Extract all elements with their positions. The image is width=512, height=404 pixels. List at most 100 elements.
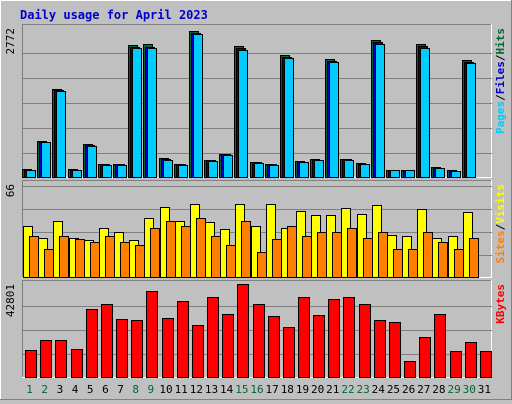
bar-kbytes-day-17 [268,316,280,378]
bar-kbytes-day-20 [313,315,325,378]
bar-pages-day-12 [193,34,203,178]
bar-kbytes-day-9 [146,291,158,378]
bar-pages-day-2 [41,142,51,178]
bar-sites-day-22 [347,228,357,278]
bar-sites-day-25 [393,249,403,278]
bar-sites-day-21 [332,232,342,278]
bar-kbytes-day-2 [40,340,52,378]
day-label-29: 29 [447,383,460,396]
bar-pages-day-10 [163,160,173,178]
bar-pages-day-8 [132,48,142,178]
bar-sites-day-16 [257,252,267,278]
bar-pages-day-17 [269,165,279,178]
day-label-11: 11 [175,383,188,396]
bar-pages-day-13 [208,161,218,178]
day-label-31: 31 [478,383,491,396]
day-label-18: 18 [281,383,294,396]
day-label-27: 27 [417,383,430,396]
bar-pages-day-16 [254,163,264,178]
bar-pages-day-29 [451,171,461,178]
bar-kbytes-day-6 [101,304,113,378]
bar-pages-day-27 [420,48,430,178]
bar-pages-day-19 [299,162,309,178]
bar-kbytes-day-31 [480,351,492,378]
legend-item-visits: Visits [494,184,507,224]
panel-middle: 66 Sites/Visits [4,180,507,278]
bar-kbytes-day-14 [222,314,234,378]
day-label-15: 15 [235,383,248,396]
bar-pages-day-3 [56,91,66,178]
day-label-5: 5 [87,383,94,396]
bar-pages-day-20 [314,160,324,178]
bar-kbytes-day-13 [207,297,219,378]
bar-pages-day-30 [466,63,476,178]
day-label-19: 19 [296,383,309,396]
bar-sites-day-9 [150,228,160,278]
bar-sites-day-2 [44,249,54,278]
bar-kbytes-day-3 [55,340,67,378]
bar-sites-day-7 [120,242,130,278]
bar-pages-day-5 [87,146,97,178]
bar-sites-day-29 [454,249,464,278]
day-label-12: 12 [190,383,203,396]
panel-top-background [22,24,492,178]
legend-item-sites: Sites [494,230,507,263]
bar-sites-day-12 [196,218,206,278]
day-label-6: 6 [102,383,109,396]
bar-kbytes-day-15 [237,284,249,378]
bar-kbytes-day-19 [298,297,310,378]
legend-separator: / [494,223,507,230]
bar-pages-day-6 [102,165,112,178]
bar-pages-day-15 [238,50,248,178]
bar-kbytes-day-7 [116,319,128,378]
bar-sites-day-13 [211,236,221,278]
bar-kbytes-day-29 [450,351,462,378]
legend-separator: / [494,54,507,61]
day-labels: 1 2 3 4 5 6 7 8 9 10 11 12 13 14 15 16 17 18 19 20 21 22 23 24 2… [26,383,491,396]
bar-pages-day-14 [223,155,233,178]
bar-sites-day-4 [75,239,85,278]
bar-sites-day-3 [59,236,69,278]
bar-sites-day-11 [181,226,191,278]
bar-kbytes-day-26 [404,361,416,378]
bar-pages-day-18 [284,58,294,178]
bar-kbytes-day-10 [162,318,174,378]
bar-sites-day-15 [241,221,251,278]
day-label-1: 1 [26,383,33,396]
day-label-22: 22 [341,383,354,396]
legend-item-pages: Pages [494,101,507,134]
day-label-17: 17 [266,383,279,396]
bar-pages-day-21 [329,62,339,178]
y-axis-max-label: 2772 [4,28,17,55]
bar-sites-day-6 [105,236,115,278]
bar-sites-day-26 [408,249,418,278]
bar-kbytes-day-4 [71,349,83,378]
bar-kbytes-day-8 [131,320,143,378]
bar-sites-day-24 [378,232,388,278]
bar-pages-day-23 [360,164,370,178]
y-axis-max-label: 66 [4,184,17,197]
bar-kbytes-day-30 [465,342,477,378]
bar-pages-day-24 [375,44,385,178]
legend-middle: Sites/Visits [494,184,507,264]
bar-pages-day-11 [178,165,188,178]
chart-title: Daily usage for April 2023 [20,8,208,22]
panel-bottom: 42801 KBytes [4,280,507,378]
day-label-13: 13 [205,383,218,396]
bar-sites-day-20 [317,232,327,278]
day-label-25: 25 [387,383,400,396]
bar-sites-day-18 [287,226,297,278]
bar-sites-day-23 [363,238,373,278]
bar-kbytes-day-23 [359,304,371,378]
legend-separator: / [494,94,507,101]
bar-sites-day-28 [438,242,448,278]
bar-kbytes-day-16 [253,304,265,378]
bar-pages-day-4 [72,170,82,178]
day-label-16: 16 [250,383,263,396]
bar-sites-day-8 [135,245,145,278]
bar-sites-day-14 [226,245,236,278]
bar-sites-day-30 [469,238,479,278]
legend-bottom: KBytes [494,284,507,324]
